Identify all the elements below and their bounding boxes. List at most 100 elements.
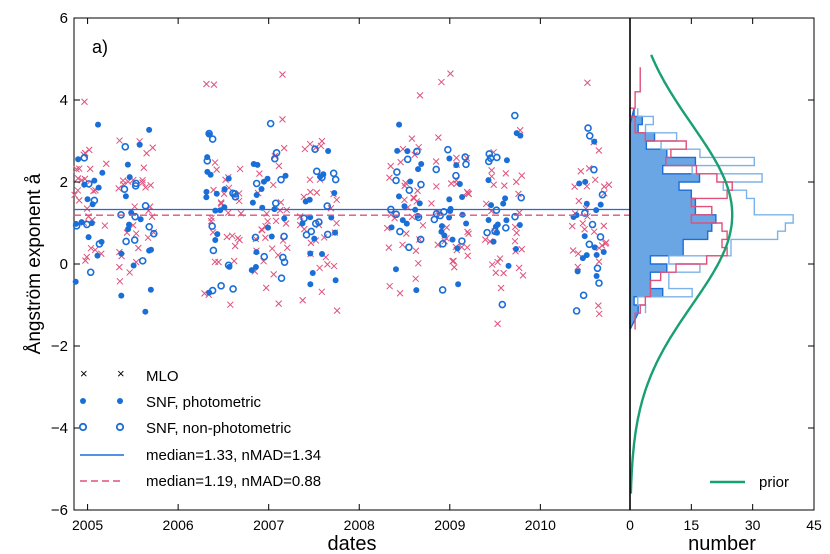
- mlo-point: [569, 247, 577, 254]
- snf-photometric-point: [203, 188, 210, 195]
- mlo-point: [488, 167, 496, 174]
- snf-nonphotometric-point: [145, 223, 154, 231]
- mlo-point: [584, 213, 591, 220]
- mlo-point: [598, 242, 606, 249]
- legend-marker-mlo-1: ×: [80, 366, 88, 381]
- snf-nonphotometric-point: [432, 165, 441, 174]
- snf-nonphotometric-point: [416, 235, 425, 244]
- mlo-point: [412, 247, 420, 255]
- mlo-point: [575, 197, 583, 205]
- snf-photometric-point: [576, 180, 583, 187]
- snf-photometric-point: [583, 252, 590, 259]
- mlo-point: [453, 154, 460, 162]
- mlo-point: [387, 162, 395, 170]
- mlo-point: [438, 78, 445, 86]
- mlo-point: [71, 191, 78, 199]
- snf-photometric-point: [403, 220, 410, 227]
- mlo-point: [139, 176, 146, 184]
- snf-photometric-point: [217, 207, 224, 214]
- snf-nonphotometric-point: [95, 240, 104, 248]
- legend-text-mlo: MLO: [146, 368, 179, 385]
- mlo-point: [276, 207, 284, 214]
- mlo-point: [324, 261, 331, 268]
- mlo-point: [419, 221, 427, 229]
- snf-photometric-point: [94, 252, 101, 259]
- snf-nonphotometric-point: [579, 291, 588, 300]
- snf-nonphotometric-point: [130, 236, 139, 244]
- x-axis-label-dates: dates: [328, 533, 377, 554]
- x-tick-label-number: 0: [626, 517, 634, 533]
- snf-nonphotometric-point: [430, 215, 439, 224]
- x-tick-label-number: 45: [806, 517, 822, 533]
- snf-photometric-point: [459, 194, 466, 201]
- mlo-point: [320, 234, 328, 241]
- snf-photometric-point: [130, 262, 137, 269]
- snf-nonphotometric-point: [498, 300, 507, 309]
- snf-photometric-point: [91, 177, 98, 184]
- snf-photometric-point: [253, 249, 260, 256]
- mlo-point: [203, 80, 210, 88]
- mlo-point: [262, 234, 269, 242]
- snf-nonphotometric-point: [203, 157, 212, 165]
- snf-photometric-point: [307, 281, 314, 288]
- mlo-point: [102, 160, 110, 168]
- mlo-point: [279, 116, 286, 123]
- snf-nonphotometric-point: [439, 240, 447, 248]
- mlo-point: [574, 250, 582, 257]
- snf-nonphotometric-point: [584, 124, 592, 132]
- mlo-point: [449, 257, 456, 265]
- snf-nonphotometric-point: [86, 268, 95, 277]
- mlo-point: [577, 167, 585, 175]
- snf-nonphotometric-point: [131, 182, 140, 190]
- mlo-point: [213, 166, 221, 174]
- snf-photometric-point: [325, 147, 332, 154]
- snf-nonphotometric-point: [323, 230, 332, 239]
- snf-photometric-point: [332, 277, 339, 284]
- mlo-point: [333, 196, 341, 204]
- snf-nonphotometric-point: [302, 231, 311, 239]
- prior-curve: [629, 54, 734, 494]
- mlo-point: [143, 149, 150, 157]
- mlo-point: [518, 172, 526, 179]
- y-tick-label: −2: [51, 338, 68, 355]
- mlo-point: [490, 181, 498, 189]
- snf-photometric-point: [593, 273, 600, 280]
- snf-nonphotometric-point: [331, 175, 340, 184]
- mlo-point: [591, 176, 599, 184]
- snf-photometric-point: [206, 289, 213, 296]
- mlo-point: [217, 199, 225, 206]
- snf-photometric-point: [260, 178, 267, 185]
- snf-photometric-point: [441, 232, 448, 239]
- snf-nonphotometric-point: [209, 246, 218, 255]
- snf-photometric-point: [306, 196, 313, 203]
- snf-nonphotometric-point: [150, 229, 158, 238]
- mlo-point: [402, 230, 410, 237]
- mlo-point: [595, 310, 603, 318]
- x-tick-label-dates: 2010: [525, 517, 556, 533]
- snf-photometric-point: [581, 233, 588, 240]
- snf-nonphotometric-point: [224, 261, 233, 270]
- snf-photometric-point: [454, 245, 461, 252]
- snf-nonphotometric-point: [90, 196, 99, 205]
- snf-nonphotometric-point: [83, 220, 91, 229]
- mlo-point: [447, 180, 455, 187]
- mlo-point: [385, 244, 393, 251]
- snf-nonphotometric-point: [121, 143, 130, 151]
- snf-photometric-point: [99, 169, 106, 176]
- snf-nonphotometric-point: [311, 145, 319, 153]
- x-tick-label-dates: 2006: [163, 517, 194, 533]
- snf-photometric-point: [213, 190, 220, 197]
- mlo-point: [264, 217, 271, 225]
- mlo-point: [81, 98, 88, 106]
- mlo-point: [600, 183, 608, 190]
- legend-text-snf-nonphot: SNF, non-photometric: [146, 420, 292, 437]
- mlo-point: [82, 257, 89, 264]
- snf-photometric-point: [597, 201, 604, 208]
- mlo-point: [115, 263, 123, 271]
- snf-nonphotometric-point: [84, 180, 93, 188]
- snf-nonphotometric-point: [307, 227, 316, 236]
- mlo-point: [132, 230, 140, 237]
- x-tick-label-dates: 2007: [253, 517, 284, 533]
- snf-photometric-point: [582, 178, 589, 185]
- snf-nonphotometric-point: [208, 286, 217, 295]
